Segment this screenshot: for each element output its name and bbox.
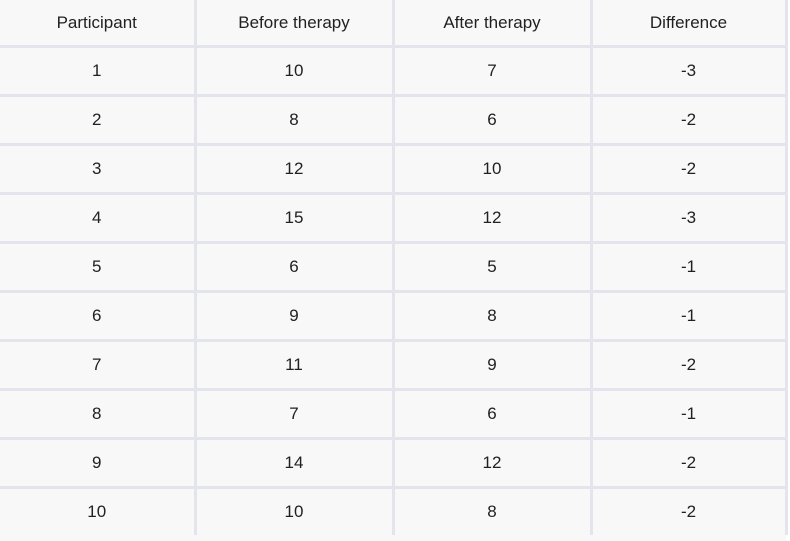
header-row: Participant Before therapy After therapy…: [0, 0, 788, 48]
cell-before-therapy: 11: [195, 340, 395, 391]
cell-difference: -3: [591, 46, 788, 97]
table-row: 6 9 8 -1: [0, 291, 788, 342]
cell-participant: 8: [0, 389, 197, 440]
cell-difference: -2: [591, 144, 788, 195]
cell-after-therapy: 10: [393, 144, 593, 195]
table-row: 5 6 5 -1: [0, 242, 788, 293]
table-body: 1 10 7 -3 2 8 6 -2 3 12 10 -2 4 15 12: [0, 46, 788, 535]
cell-participant: 2: [0, 95, 197, 146]
cell-difference: -1: [591, 242, 788, 293]
cell-difference: -2: [591, 340, 788, 391]
cell-participant: 10: [0, 487, 197, 535]
cell-after-therapy: 5: [393, 242, 593, 293]
cell-before-therapy: 12: [195, 144, 395, 195]
table-row: 10 10 8 -2: [0, 487, 788, 535]
cell-after-therapy: 12: [393, 438, 593, 489]
cell-after-therapy: 6: [393, 95, 593, 146]
table-row: 7 11 9 -2: [0, 340, 788, 391]
cell-difference: -2: [591, 487, 788, 535]
cell-after-therapy: 9: [393, 340, 593, 391]
cell-difference: -1: [591, 389, 788, 440]
cell-participant: 4: [0, 193, 197, 244]
cell-difference: -2: [591, 438, 788, 489]
cell-participant: 3: [0, 144, 197, 195]
cell-difference: -3: [591, 193, 788, 244]
column-header-participant: Participant: [0, 0, 197, 48]
column-header-before-therapy: Before therapy: [195, 0, 395, 48]
cell-after-therapy: 8: [393, 291, 593, 342]
cell-after-therapy: 7: [393, 46, 593, 97]
cell-before-therapy: 9: [195, 291, 395, 342]
cell-participant: 9: [0, 438, 197, 489]
column-header-difference: Difference: [591, 0, 788, 48]
cell-before-therapy: 15: [195, 193, 395, 244]
table-row: 3 12 10 -2: [0, 144, 788, 195]
cell-after-therapy: 12: [393, 193, 593, 244]
cell-participant: 1: [0, 46, 197, 97]
cell-participant: 5: [0, 242, 197, 293]
cell-before-therapy: 7: [195, 389, 395, 440]
cell-before-therapy: 14: [195, 438, 395, 489]
table-row: 8 7 6 -1: [0, 389, 788, 440]
table-row: 4 15 12 -3: [0, 193, 788, 244]
cell-after-therapy: 8: [393, 487, 593, 535]
cell-difference: -2: [591, 95, 788, 146]
cell-before-therapy: 10: [195, 46, 395, 97]
cell-participant: 7: [0, 340, 197, 391]
cell-before-therapy: 10: [195, 487, 395, 535]
table-row: 2 8 6 -2: [0, 95, 788, 146]
cell-participant: 6: [0, 291, 197, 342]
cell-before-therapy: 6: [195, 242, 395, 293]
cell-before-therapy: 8: [195, 95, 395, 146]
table-row: 1 10 7 -3: [0, 46, 788, 97]
table-row: 9 14 12 -2: [0, 438, 788, 489]
cell-difference: -1: [591, 291, 788, 342]
column-header-after-therapy: After therapy: [393, 0, 593, 48]
table-header: Participant Before therapy After therapy…: [0, 0, 788, 48]
cell-after-therapy: 6: [393, 389, 593, 440]
